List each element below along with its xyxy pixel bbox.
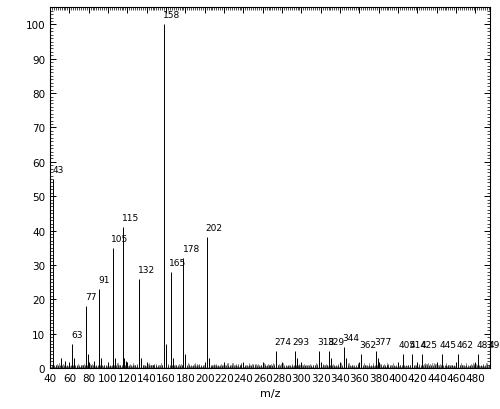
Text: 202: 202 bbox=[206, 224, 222, 233]
Text: 414: 414 bbox=[410, 340, 426, 349]
Text: 405: 405 bbox=[398, 340, 415, 349]
Text: 115: 115 bbox=[122, 213, 139, 222]
Text: 105: 105 bbox=[111, 234, 128, 243]
Text: 344: 344 bbox=[342, 333, 359, 342]
Text: 329: 329 bbox=[328, 337, 344, 346]
Text: 425: 425 bbox=[420, 340, 438, 349]
Text: 178: 178 bbox=[182, 244, 200, 253]
Text: 43: 43 bbox=[53, 166, 64, 174]
Text: 165: 165 bbox=[169, 258, 186, 267]
Text: 495: 495 bbox=[488, 340, 500, 349]
Text: 377: 377 bbox=[374, 337, 391, 346]
Text: 462: 462 bbox=[456, 340, 473, 349]
Text: 362: 362 bbox=[360, 340, 376, 349]
Text: 293: 293 bbox=[292, 337, 310, 346]
Text: 483: 483 bbox=[476, 340, 494, 349]
Text: 63: 63 bbox=[72, 330, 83, 339]
Text: 91: 91 bbox=[98, 275, 110, 284]
Text: 318: 318 bbox=[317, 337, 334, 346]
Text: 274: 274 bbox=[274, 337, 291, 346]
Text: 77: 77 bbox=[85, 292, 96, 301]
X-axis label: m/z: m/z bbox=[260, 389, 280, 398]
Text: 445: 445 bbox=[440, 340, 456, 349]
Text: 158: 158 bbox=[163, 11, 180, 20]
Text: 132: 132 bbox=[138, 265, 155, 274]
